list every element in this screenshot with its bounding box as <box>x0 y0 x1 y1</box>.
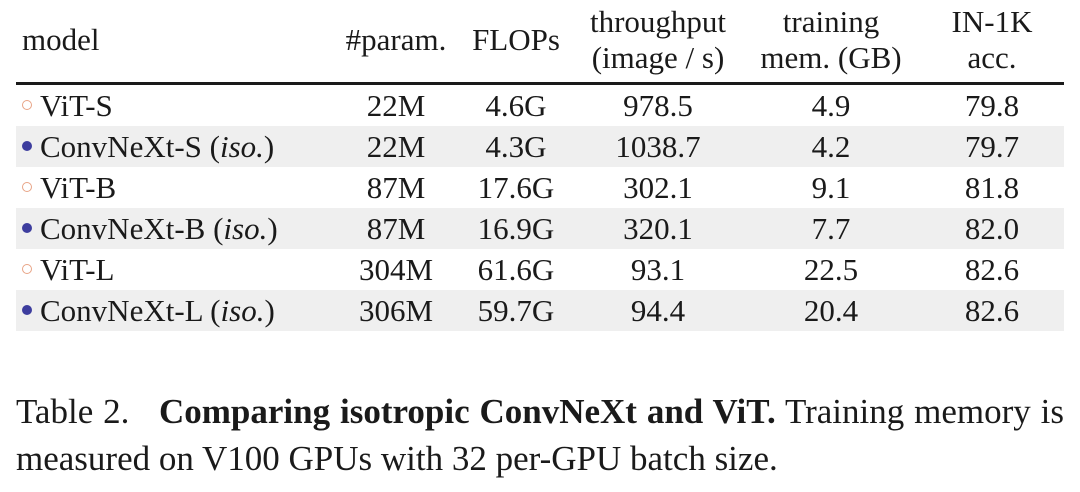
model-name: ConvNeXt-B ( <box>40 210 224 246</box>
model-name-suffix: iso. <box>219 128 264 164</box>
accuracy-cell: 82.6 <box>964 251 1020 287</box>
memory-cell: 4.9 <box>811 87 851 123</box>
results-table: model #param. FLOPs throughput (image / … <box>16 0 1064 331</box>
caption-label: Table 2. <box>16 392 130 431</box>
memory-cell: 4.2 <box>742 126 920 167</box>
filled-circle-icon <box>22 223 32 234</box>
header-accuracy: IN-1K acc. <box>920 0 1064 84</box>
flops-cell: 4.6G <box>485 87 547 123</box>
throughput-cell: 320.1 <box>574 208 742 249</box>
param-cell: 304M <box>358 251 434 287</box>
caption-body: Training memory is measured on V100 GPUs… <box>16 392 1064 478</box>
model-name-close: ) <box>267 210 278 246</box>
table-caption: Table 2. Comparing isotropic ConvNeXt an… <box>16 388 1064 482</box>
memory-cell: 22.5 <box>803 251 859 287</box>
memory-cell: 20.4 <box>742 290 920 331</box>
header-training-line1: training <box>782 4 880 39</box>
throughput-cell: 302.1 <box>623 169 693 205</box>
model-cell: ViT-L <box>16 249 334 290</box>
header-model: model <box>22 22 100 57</box>
table-row: ViT-L 304M 61.6G 93.1 22.5 82.6 <box>16 249 1064 290</box>
throughput-cell: 1038.7 <box>574 126 742 167</box>
table-row: ConvNeXt-B (iso.) 87M 16.9G 320.1 7.7 82… <box>16 208 1064 249</box>
param-cell: 306M <box>334 290 458 331</box>
model-name-suffix: iso. <box>223 210 268 246</box>
throughput-cell: 978.5 <box>623 87 693 123</box>
filled-circle-icon <box>22 305 32 316</box>
param-cell: 87M <box>334 208 458 249</box>
results-table-container: model #param. FLOPs throughput (image / … <box>16 0 1064 331</box>
model-name-close: ) <box>263 128 275 164</box>
table-row: ViT-B 87M 17.6G 302.1 9.1 81.8 <box>16 167 1064 208</box>
memory-cell: 7.7 <box>742 208 920 249</box>
model-cell: ViT-S <box>16 84 334 127</box>
open-circle-icon <box>22 182 32 193</box>
model-name-close: ) <box>264 292 275 328</box>
header-throughput-line2: (image / s) <box>591 40 725 75</box>
model-name: ViT-L <box>40 251 115 287</box>
param-cell: 87M <box>366 169 426 205</box>
header-param: #param. <box>345 22 447 57</box>
model-name-suffix: iso. <box>220 292 265 328</box>
header-acc-line2: acc. <box>967 40 1017 75</box>
header-acc-line1: IN-1K <box>951 4 1033 39</box>
flops-cell: 17.6G <box>477 169 555 205</box>
table-row: ViT-S 22M 4.6G 978.5 4.9 79.8 <box>16 84 1064 127</box>
param-cell: 22M <box>366 87 426 123</box>
accuracy-cell: 79.7 <box>920 126 1064 167</box>
table-row: ConvNeXt-S (iso.) 22M 4.3G 1038.7 4.2 79… <box>16 126 1064 167</box>
accuracy-cell: 81.8 <box>964 169 1020 205</box>
header-throughput: throughput (image / s) <box>574 0 742 84</box>
flops-cell: 61.6G <box>477 251 555 287</box>
accuracy-cell: 82.6 <box>920 290 1064 331</box>
model-cell: ViT-B <box>16 167 334 208</box>
model-name: ViT-S <box>40 87 113 123</box>
table-header-row: model #param. FLOPs throughput (image / … <box>16 0 1064 84</box>
header-flops: FLOPs <box>472 22 560 57</box>
model-name: ConvNeXt-S ( <box>40 128 220 164</box>
flops-cell: 59.7G <box>458 290 574 331</box>
model-cell: ConvNeXt-L (iso.) <box>16 290 334 331</box>
accuracy-cell: 79.8 <box>964 87 1020 123</box>
open-circle-icon <box>22 100 32 111</box>
header-throughput-line1: throughput <box>589 4 727 39</box>
accuracy-cell: 82.0 <box>920 208 1064 249</box>
filled-circle-icon <box>22 141 32 152</box>
throughput-cell: 94.4 <box>574 290 742 331</box>
flops-cell: 4.3G <box>458 126 574 167</box>
caption-title: Comparing isotropic ConvNeXt and ViT. <box>158 392 776 431</box>
throughput-cell: 93.1 <box>630 251 686 287</box>
model-name: ConvNeXt-L ( <box>40 292 221 328</box>
model-cell: ConvNeXt-S (iso.) <box>16 126 334 167</box>
param-cell: 22M <box>334 126 458 167</box>
flops-cell: 16.9G <box>458 208 574 249</box>
header-training-memory: training mem. (GB) <box>742 0 920 84</box>
table-row: ConvNeXt-L (iso.) 306M 59.7G 94.4 20.4 8… <box>16 290 1064 331</box>
model-cell: ConvNeXt-B (iso.) <box>16 208 334 249</box>
open-circle-icon <box>22 264 32 275</box>
header-training-line2: mem. (GB) <box>760 40 902 75</box>
model-name: ViT-B <box>40 169 117 205</box>
memory-cell: 9.1 <box>811 169 851 205</box>
